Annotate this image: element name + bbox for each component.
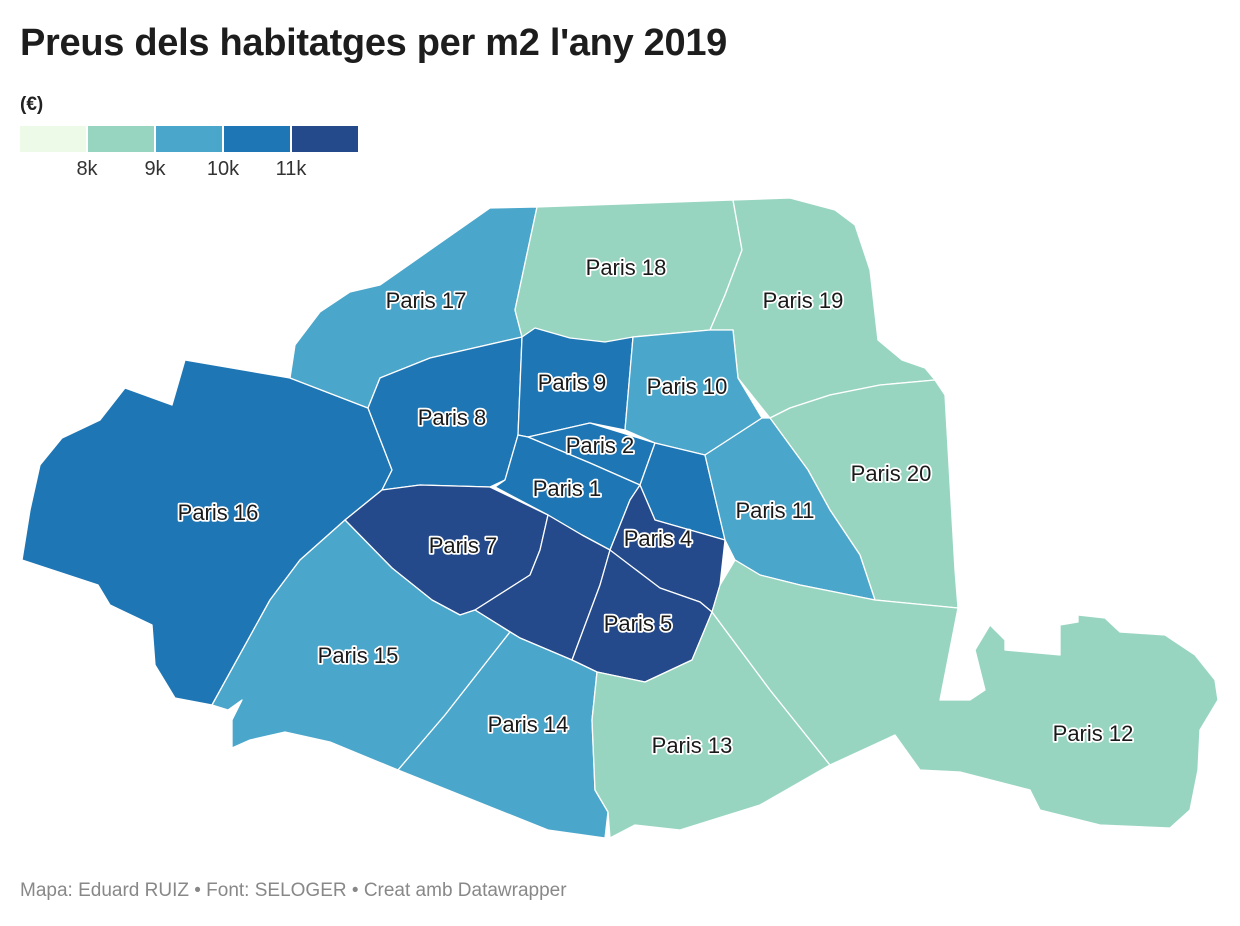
label-paris-11: Paris 11 xyxy=(735,498,814,523)
legend-tick-10k: 10k xyxy=(206,158,240,180)
legend-tick-8k: 8k xyxy=(76,158,98,180)
district-paris-13[interactable] xyxy=(591,611,831,839)
label-paris-2: Paris 2 xyxy=(566,433,634,458)
legend-unit: (€) xyxy=(20,94,44,115)
district-paris-15[interactable] xyxy=(211,519,511,771)
label-paris-15: Paris 15 xyxy=(318,643,399,668)
district-paris-12[interactable] xyxy=(711,559,1219,829)
label-paris-14: Paris 14 xyxy=(488,712,569,737)
label-paris-12: Paris 12 xyxy=(1053,721,1134,746)
legend-tick-9k: 9k xyxy=(144,158,166,180)
label-paris-20: Paris 20 xyxy=(851,461,932,486)
label-paris-1: Paris 1 xyxy=(533,476,601,501)
map-title: Preus dels habitatges per m2 l'any 2019 xyxy=(20,22,727,64)
legend-bin-2 xyxy=(88,126,154,152)
label-paris-8: Paris 8 xyxy=(418,405,486,430)
label-paris-13: Paris 13 xyxy=(652,733,733,758)
label-paris-5: Paris 5 xyxy=(604,611,672,636)
legend-bin-4 xyxy=(224,126,290,152)
district-paris-11[interactable] xyxy=(704,417,876,601)
label-paris-19: Paris 19 xyxy=(763,288,844,313)
legend-tick-11k: 11k xyxy=(275,158,307,180)
label-paris-17: Paris 17 xyxy=(386,288,467,313)
label-paris-16: Paris 16 xyxy=(178,500,259,525)
label-paris-4: Paris 4 xyxy=(624,526,692,551)
label-paris-18: Paris 18 xyxy=(586,255,667,280)
source-footer: Mapa: Eduard RUIZ • Font: SELOGER • Crea… xyxy=(20,880,567,901)
label-paris-9: Paris 9 xyxy=(538,370,606,395)
legend-bin-1 xyxy=(20,126,86,152)
label-paris-10: Paris 10 xyxy=(647,374,728,399)
legend-bin-3 xyxy=(156,126,222,152)
label-paris-7: Paris 7 xyxy=(429,533,497,558)
legend-bin-5 xyxy=(292,126,358,152)
color-legend: 8k 9k 10k 11k xyxy=(20,126,360,186)
